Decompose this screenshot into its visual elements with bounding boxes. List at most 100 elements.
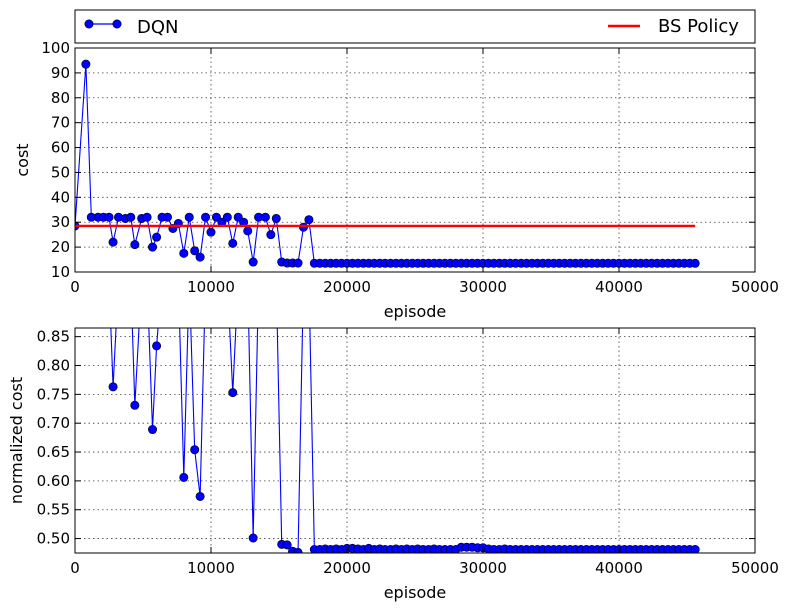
y-tick-label: 0.85 [37,328,70,346]
data-point [184,212,194,222]
x-tick-label: 40000 [595,559,643,577]
cost-chart: 0 10000 20000 30000 40000 50000 10 20 30 40 50 60 70… [13,39,779,321]
data-point [127,275,135,283]
data-point [148,425,158,435]
data-point [81,59,91,69]
y-tick-label: 50 [51,163,70,181]
data-point [158,275,166,283]
plot-area [75,48,755,272]
y-tick-label: 20 [51,238,70,256]
data-point [108,382,118,392]
data-point [254,275,262,283]
data-point [105,275,113,283]
y-tick-label: 70 [51,114,70,132]
data-point [293,258,303,268]
data-point [104,212,114,222]
x-tick-label: 50000 [731,278,779,296]
data-point [137,275,145,283]
data-point [148,242,158,252]
data-point [244,275,252,283]
x-tick-label: 10000 [187,278,235,296]
y-tick-label: 90 [51,64,70,82]
y-tick-label: 0.65 [37,443,70,461]
x-tick-label: 0 [70,278,80,296]
data-point [272,275,280,283]
data-point [228,388,238,398]
y-tick-label: 80 [51,89,70,107]
y-tick-label: 30 [51,213,70,231]
data-point [152,341,162,351]
y-tick-label: 0.75 [37,385,70,403]
data-point [248,257,258,267]
data-point [282,540,292,550]
y-tick-label: 0.60 [37,472,70,490]
x-tick-label: 20000 [323,278,371,296]
data-point [152,232,162,242]
data-point [304,215,314,225]
data-point [690,258,700,268]
axes-frame [74,327,756,554]
data-point [299,275,307,283]
data-point [190,246,200,256]
data-point [201,212,211,222]
data-point [266,230,276,240]
data-point [195,252,205,262]
data-point [130,240,140,250]
legend-label-dqn: DQN [137,17,179,38]
data-point [143,275,151,283]
legend-frame [74,9,756,44]
data-point [248,533,258,543]
data-point [114,275,122,283]
x-axis-label: episode [384,302,447,321]
data-point [293,547,303,553]
y-tick-label: 0.70 [37,414,70,432]
y-axis-label: cost [13,143,32,176]
data-point [126,212,136,222]
y-tick-label: 100 [41,39,70,57]
normalized-cost-chart: 0 10000 20000 30000 40000 50000 0.50 0.55 0.60 0.… [7,275,779,602]
x-tick-label: 40000 [595,278,643,296]
axes-frame [74,47,756,273]
x-tick-label: 10000 [187,559,235,577]
series-group [75,59,700,268]
data-point [162,212,172,222]
data-point [234,275,242,283]
data-point [243,226,253,236]
data-point [271,213,281,223]
legend: DQN BS Policy [74,9,756,44]
x-tick-label: 30000 [459,278,507,296]
data-point [260,212,270,222]
y-tick-label: 10 [51,263,70,281]
y-axis-label: normalized cost [7,377,26,504]
data-point [108,237,118,247]
legend-label-bs-policy: BS Policy [658,16,739,37]
data-point [142,212,152,222]
data-point [206,227,216,237]
y-tick-label: 0.55 [37,501,70,519]
x-tick-label: 50000 [731,559,779,577]
data-point [190,445,200,455]
x-tick-label: 30000 [459,559,507,577]
data-point [179,248,189,258]
y-tick-label: 60 [51,139,70,157]
series-group [105,275,700,553]
data-point [174,275,182,283]
y-tick-label: 0.50 [37,530,70,548]
data-point [130,400,140,410]
data-point [179,472,189,482]
data-point [298,222,308,232]
y-tick-label: 0.80 [37,357,70,375]
data-point [228,238,238,248]
data-point [690,545,700,553]
x-tick-label: 20000 [323,559,371,577]
data-point [305,275,313,283]
x-tick-label: 0 [70,559,80,577]
y-tick-label: 40 [51,188,70,206]
data-point [195,491,205,501]
x-axis-label: episode [384,583,447,602]
data-point [222,212,232,222]
plot-area [75,328,755,553]
legend-marker-dqn [84,19,94,29]
legend-marker-dqn [112,19,122,29]
